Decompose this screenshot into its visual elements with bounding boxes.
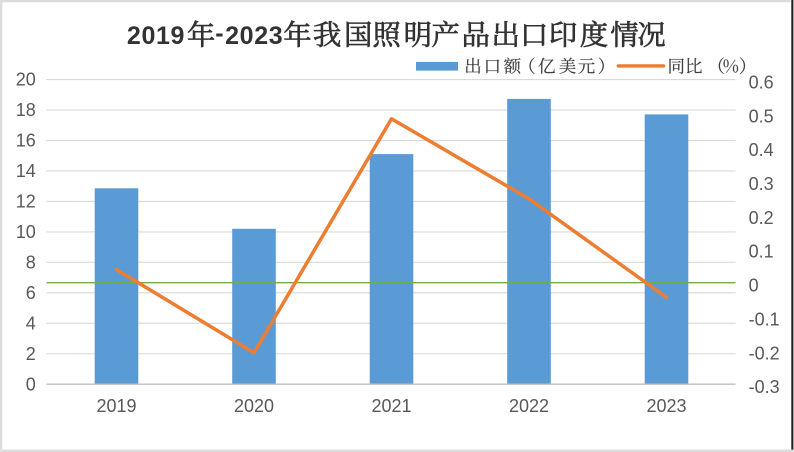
svg-text:2023: 2023: [646, 396, 686, 416]
svg-text:2019: 2019: [96, 396, 136, 416]
svg-text:0: 0: [26, 374, 36, 394]
svg-text:0.6: 0.6: [749, 73, 774, 93]
svg-text:2020: 2020: [234, 396, 274, 416]
svg-text:0.3: 0.3: [749, 174, 774, 194]
svg-text:12: 12: [16, 192, 36, 212]
svg-text:2021: 2021: [371, 396, 411, 416]
svg-text:14: 14: [16, 161, 36, 181]
svg-text:2023: 2023: [225, 22, 283, 50]
svg-text:0.1: 0.1: [749, 242, 774, 262]
svg-text:-0.1: -0.1: [749, 309, 780, 329]
svg-text:-0.3: -0.3: [749, 377, 780, 397]
svg-text:18: 18: [16, 100, 36, 120]
svg-text:0.5: 0.5: [749, 106, 774, 126]
svg-text:0.2: 0.2: [749, 208, 774, 228]
svg-text:16: 16: [16, 131, 36, 151]
svg-text:2022: 2022: [509, 396, 549, 416]
svg-text:20: 20: [16, 70, 36, 90]
svg-text:4: 4: [26, 313, 36, 333]
svg-text:2019: 2019: [127, 22, 185, 50]
svg-text:8: 8: [26, 253, 36, 273]
svg-text:-: -: [215, 20, 224, 48]
svg-text:0.4: 0.4: [749, 140, 774, 160]
svg-text:-0.2: -0.2: [749, 343, 780, 363]
svg-text:2: 2: [26, 344, 36, 364]
svg-text:6: 6: [26, 283, 36, 303]
svg-text:10: 10: [16, 222, 36, 242]
svg-text:0: 0: [749, 276, 759, 296]
